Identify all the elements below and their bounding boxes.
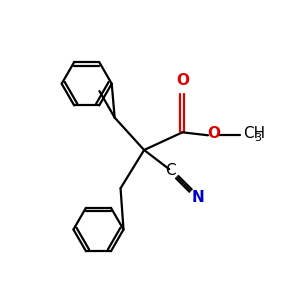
Text: O: O — [176, 73, 189, 88]
Text: O: O — [207, 126, 220, 141]
Text: CH: CH — [243, 126, 265, 141]
Text: C: C — [165, 163, 176, 178]
Text: 3: 3 — [254, 133, 262, 143]
Text: N: N — [191, 190, 204, 205]
